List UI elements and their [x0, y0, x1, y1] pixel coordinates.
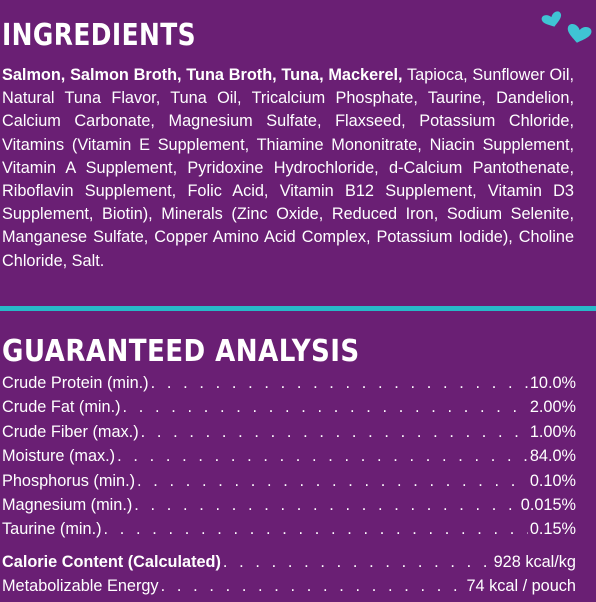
dot-leader — [117, 447, 528, 466]
analysis-row-magnesium: Magnesium (min.) 0.015% — [2, 496, 576, 520]
analysis-row-taurine: Taurine (min.) 0.15% — [2, 520, 576, 544]
analysis-label: Crude Fiber (max.) — [2, 422, 139, 441]
analysis-value: 0.10% — [529, 471, 576, 490]
analysis-value: 1.00% — [529, 422, 576, 441]
metabolizable-energy-row: Metabolizable Energy 74 kcal / pouch — [2, 577, 576, 601]
dot-leader — [104, 520, 528, 539]
section-divider — [0, 306, 596, 311]
analysis-row-crude-protein: Crude Protein (min.) 10.0% — [2, 374, 576, 398]
dot-leader — [161, 577, 465, 596]
analysis-label: Phosphorus (min.) — [2, 471, 136, 490]
ingredients-heading: INGREDIENTS — [2, 18, 196, 53]
analysis-row-phosphorus: Phosphorus (min.) 0.10% — [2, 472, 576, 496]
heart-icon — [567, 24, 592, 43]
calorie-value: 928 kcal/kg — [493, 552, 576, 571]
analysis-value: 0.015% — [520, 495, 576, 514]
analysis-label: Moisture (max.) — [2, 447, 116, 466]
dot-leader — [141, 423, 528, 442]
dot-leader — [137, 472, 528, 491]
hearts-decoration — [541, 11, 592, 43]
analysis-row-crude-fat: Crude Fat (min.) 2.00% — [2, 398, 576, 422]
analysis-value: 0.15% — [529, 520, 576, 539]
dot-leader — [123, 398, 528, 417]
calorie-content-row: Calorie Content (Calculated) 928 kcal/kg — [2, 553, 576, 577]
analysis-table: Crude Protein (min.) 10.0% Crude Fat (mi… — [2, 374, 576, 602]
calorie-label: Calorie Content (Calculated) — [2, 552, 221, 571]
ingredients-list: Salmon, Salmon Broth, Tuna Broth, Tuna, … — [2, 64, 574, 273]
analysis-value: 10.0% — [529, 374, 576, 392]
heart-icon — [541, 11, 562, 27]
dot-leader — [134, 496, 518, 515]
dot-leader — [223, 553, 492, 572]
analysis-row-crude-fiber: Crude Fiber (max.) 1.00% — [2, 423, 576, 447]
analysis-value: 84.0% — [529, 447, 576, 466]
analysis-label: Taurine (min.) — [2, 520, 102, 539]
other-ingredients: Tapioca, Sunflower Oil, Natural Tuna Fla… — [2, 66, 574, 270]
energy-label: Metabolizable Energy — [2, 577, 159, 596]
guaranteed-analysis-heading: GUARANTEED ANALYSIS — [2, 334, 360, 369]
analysis-label: Magnesium (min.) — [2, 495, 133, 514]
primary-ingredients: Salmon, Salmon Broth, Tuna Broth, Tuna, … — [2, 66, 403, 84]
analysis-row-moisture: Moisture (max.) 84.0% — [2, 447, 576, 471]
energy-value: 74 kcal / pouch — [466, 577, 576, 596]
analysis-label: Crude Fat (min.) — [2, 398, 121, 417]
dot-leader — [151, 374, 528, 393]
analysis-label: Crude Protein (min.) — [2, 374, 149, 392]
analysis-value: 2.00% — [529, 398, 576, 417]
